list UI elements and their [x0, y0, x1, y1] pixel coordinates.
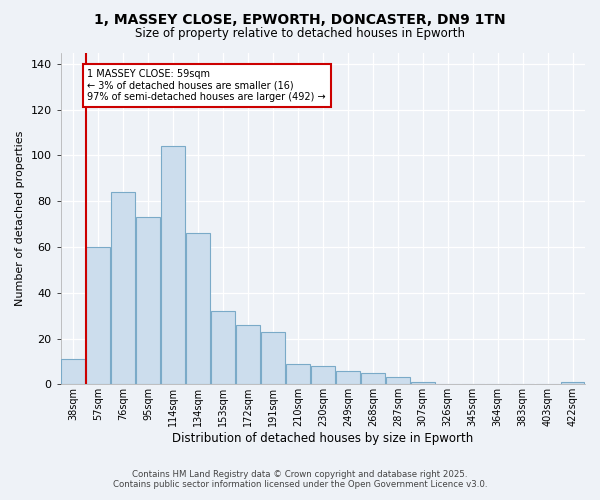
Bar [386, 378, 410, 384]
Y-axis label: Number of detached properties: Number of detached properties [15, 130, 25, 306]
Bar [211, 311, 235, 384]
Bar [261, 332, 285, 384]
Bar [136, 218, 160, 384]
Text: Contains HM Land Registry data © Crown copyright and database right 2025.
Contai: Contains HM Land Registry data © Crown c… [113, 470, 487, 489]
Bar [336, 370, 359, 384]
Bar [560, 382, 584, 384]
Bar [161, 146, 185, 384]
Bar [86, 247, 110, 384]
X-axis label: Distribution of detached houses by size in Epworth: Distribution of detached houses by size … [172, 432, 473, 445]
Bar [186, 234, 210, 384]
Text: 1 MASSEY CLOSE: 59sqm
← 3% of detached houses are smaller (16)
97% of semi-detac: 1 MASSEY CLOSE: 59sqm ← 3% of detached h… [88, 68, 326, 102]
Bar [111, 192, 135, 384]
Bar [286, 364, 310, 384]
Text: 1, MASSEY CLOSE, EPWORTH, DONCASTER, DN9 1TN: 1, MASSEY CLOSE, EPWORTH, DONCASTER, DN9… [94, 12, 506, 26]
Bar [411, 382, 434, 384]
Bar [236, 325, 260, 384]
Text: Size of property relative to detached houses in Epworth: Size of property relative to detached ho… [135, 28, 465, 40]
Bar [61, 359, 85, 384]
Bar [361, 373, 385, 384]
Bar [311, 366, 335, 384]
